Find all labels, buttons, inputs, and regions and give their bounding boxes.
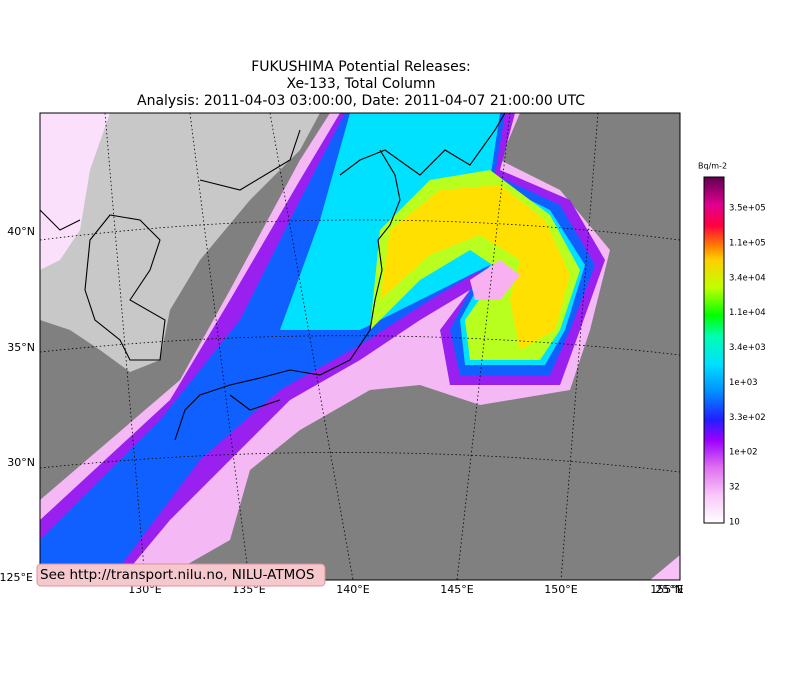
title-block: FUKUSHIMA Potential Releases:Xe-133, Tot… — [137, 59, 585, 109]
parallel — [40, 219, 680, 241]
plume-corner — [650, 555, 680, 580]
map-area — [40, 113, 680, 580]
footer-text: See http://transport.nilu.no, NILU-ATMOS — [40, 567, 314, 583]
colorbar-label: 1e+02 — [729, 448, 758, 458]
colorbar-label: 32 — [729, 483, 740, 493]
colorbar — [703, 176, 725, 524]
coastline — [40, 113, 506, 441]
plume-core-gap — [470, 260, 520, 300]
map-frame — [39, 112, 681, 581]
longitude-label: 150°E — [544, 583, 577, 596]
colorbar-label: 1.1e+05 — [729, 238, 766, 248]
colorbar-label: 3.3e+02 — [729, 413, 766, 423]
latitude-label: 35°N — [7, 341, 35, 354]
title-line: Analysis: 2011-04-03 03:00:00, Date: 201… — [137, 93, 585, 109]
meridian — [189, 113, 250, 580]
colorbar-label: 1e+03 — [729, 378, 758, 388]
longitude-label: 145°E — [440, 583, 473, 596]
title-line: FUKUSHIMA Potential Releases: — [251, 59, 471, 75]
longitude-label: 140°E — [336, 583, 369, 596]
latitude-label: 30°N — [7, 456, 35, 469]
land — [40, 113, 320, 372]
colorbar-label: 3.5e+05 — [729, 204, 766, 214]
plume-west — [40, 113, 110, 270]
parallel — [40, 335, 680, 356]
meridian — [269, 113, 354, 580]
colorbar-unit: Bq/m-2 — [698, 162, 727, 171]
title-line: Xe-133, Total Column — [286, 76, 435, 92]
colorbar-label: 3.4e+03 — [729, 343, 766, 353]
latitude-label: 125°E — [0, 571, 33, 584]
footer-box — [36, 563, 326, 587]
parallel — [40, 452, 680, 473]
latitude-label: 25°N — [655, 583, 683, 596]
colorbar-label: 10 — [729, 518, 740, 528]
colorbar-label: 3.4e+04 — [729, 273, 766, 283]
longitude-label: 155°E — [650, 583, 683, 596]
latitude-label: 40°N — [7, 225, 35, 238]
colorbar-label: 1.1e+04 — [729, 308, 766, 318]
plume-yellow — [380, 185, 570, 350]
